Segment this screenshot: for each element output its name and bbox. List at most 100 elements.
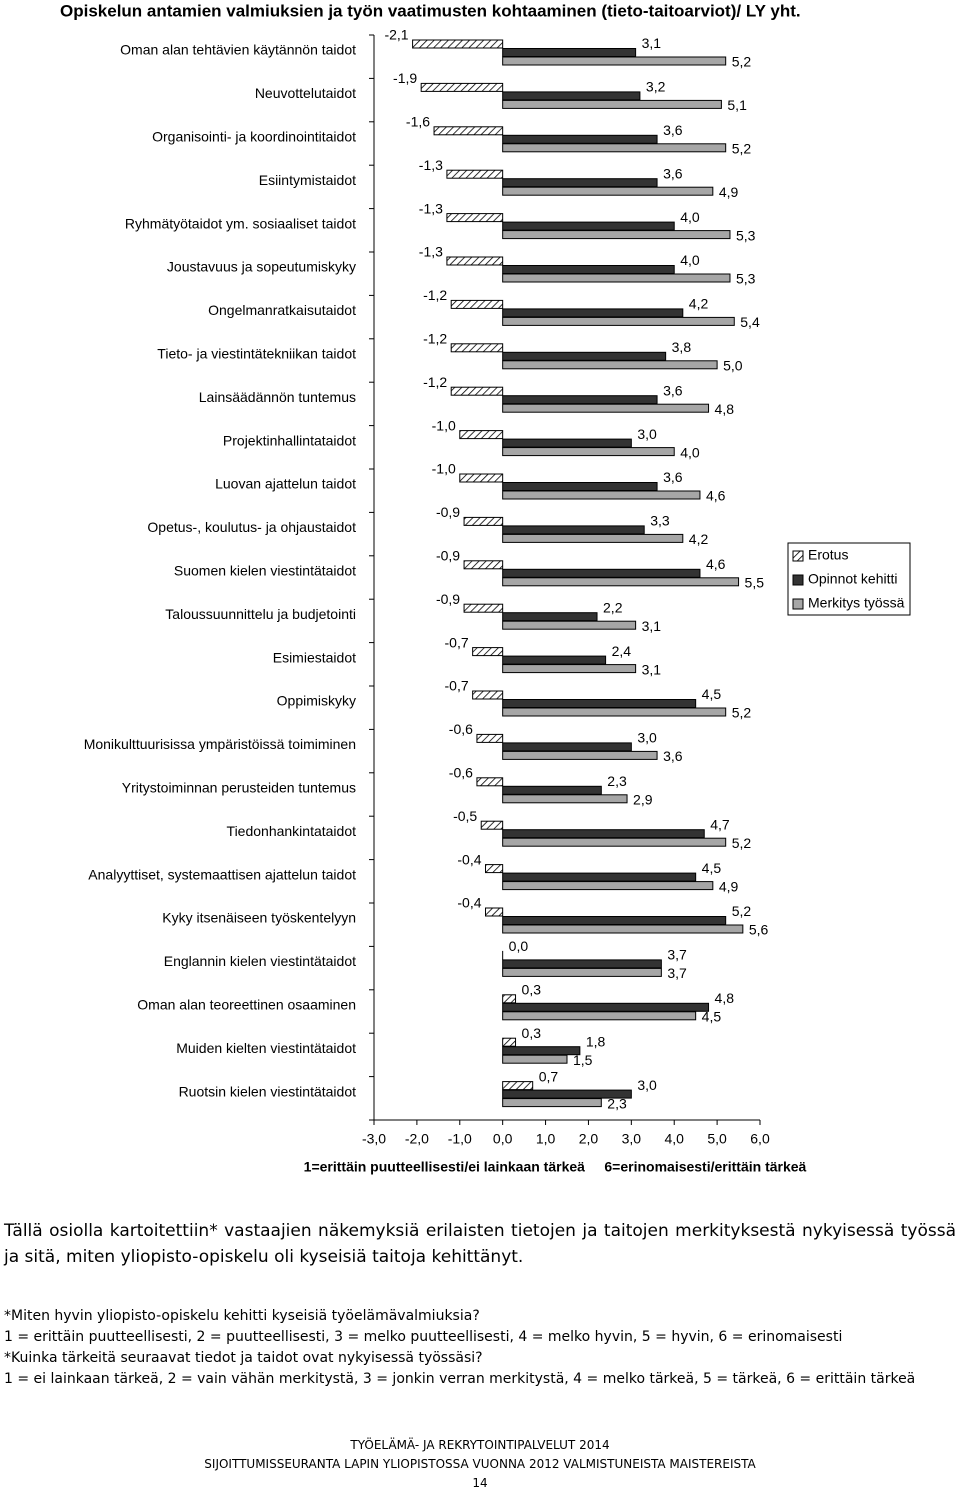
value-label: -1,0 — [432, 417, 456, 433]
value-label: -1,3 — [419, 157, 443, 173]
y-tick-label: Projektinhallintataidot — [223, 432, 356, 448]
y-tick-label: Joustavuus ja sopeutumiskyky — [167, 259, 356, 275]
bar — [503, 882, 713, 890]
x-tick-label: 3,0 — [622, 1131, 642, 1147]
value-label: 3,8 — [672, 339, 692, 355]
bar — [413, 40, 503, 48]
bar — [447, 214, 503, 222]
chart: Opiskelun antamien valmiuksien ja työn v… — [0, 0, 960, 1200]
bar — [503, 925, 743, 933]
value-label: 4,5 — [702, 686, 722, 702]
value-label: 4,0 — [680, 444, 700, 460]
y-tick-label: Englannin kielen viestintätaidot — [164, 953, 356, 969]
bar — [477, 734, 503, 742]
bar — [447, 257, 503, 265]
bar — [464, 604, 503, 612]
y-tick-label: Taloussuunnittelu ja budjetointi — [165, 606, 356, 622]
y-tick-label: Muiden kielten viestintätaidot — [176, 1040, 356, 1056]
bar — [451, 344, 502, 352]
bar — [503, 968, 662, 976]
value-label: 3,2 — [646, 79, 666, 95]
value-label: 0,3 — [522, 982, 542, 998]
bar — [460, 431, 503, 439]
bar — [503, 274, 730, 282]
value-label: 3,3 — [650, 513, 670, 529]
value-label: -1,0 — [432, 461, 456, 477]
x-tick-label: 0,0 — [493, 1131, 513, 1147]
bar — [503, 135, 657, 143]
bar — [503, 708, 726, 716]
value-label: 0,0 — [509, 938, 529, 954]
y-tick-label: Oman alan teoreettinen osaaminen — [137, 997, 356, 1013]
x-tick-label: -3,0 — [362, 1131, 386, 1147]
bar — [421, 83, 502, 91]
value-label: 5,2 — [732, 141, 752, 157]
bar — [477, 778, 503, 786]
bar — [503, 1055, 567, 1063]
chart-title: Opiskelun antamien valmiuksien ja työn v… — [60, 1, 801, 20]
bar — [503, 751, 657, 759]
value-label: -2,1 — [384, 27, 408, 43]
bar — [503, 838, 726, 846]
footer-line: TYÖELÄMÄ- JA REKRYTOINTIPALVELUT 2014 — [0, 1436, 960, 1455]
value-label: 4,9 — [719, 184, 739, 200]
y-tick-label: Ruotsin kielen viestintätaidot — [179, 1083, 357, 1099]
bar — [503, 352, 666, 360]
value-label: -0,6 — [449, 721, 473, 737]
x-tick-label: -2,0 — [405, 1131, 429, 1147]
x-tick-label: 4,0 — [664, 1131, 684, 1147]
bar — [464, 561, 503, 569]
bar — [503, 621, 636, 629]
legend-label: Opinnot kehitti — [808, 571, 898, 587]
notes: *Miten hyvin yliopisto-opiskelu kehitti … — [4, 1306, 956, 1390]
value-label: 4,7 — [710, 816, 730, 832]
value-label: 3,6 — [663, 469, 683, 485]
value-label: 4,5 — [702, 860, 722, 876]
value-label: 4,5 — [702, 1009, 722, 1025]
value-label: -1,9 — [393, 70, 417, 86]
bar — [503, 1012, 696, 1020]
bar — [503, 1047, 580, 1055]
bar — [503, 222, 675, 230]
bar — [503, 569, 700, 577]
y-tick-label: Esiintymistaidot — [259, 172, 356, 188]
value-label: 4,6 — [706, 556, 726, 572]
value-label: 4,8 — [715, 401, 735, 417]
bar — [503, 743, 632, 751]
bar — [503, 613, 597, 621]
x-tick-label: -1,0 — [448, 1131, 472, 1147]
value-label: 2,3 — [607, 773, 627, 789]
bar — [503, 439, 632, 447]
bar — [503, 665, 636, 673]
bar — [503, 309, 683, 317]
paragraph: Tällä osiolla kartoitettiin* vastaajien … — [4, 1218, 956, 1270]
legend-swatch — [793, 599, 803, 609]
value-label: 3,0 — [637, 730, 657, 746]
note: *Miten hyvin yliopisto-opiskelu kehitti … — [4, 1306, 956, 1327]
page-number: 14 — [0, 1474, 960, 1493]
bar — [486, 908, 503, 916]
value-label: -1,2 — [423, 331, 447, 347]
y-tick-label: Neuvottelutaidot — [255, 85, 356, 101]
legend-swatch — [793, 551, 803, 561]
note: *Kuinka tärkeitä seuraavat tiedot ja tai… — [4, 1348, 956, 1369]
note: 1 = ei lainkaan tärkeä, 2 = vain vähän m… — [4, 1369, 956, 1390]
bar — [503, 1038, 516, 1046]
footer: TYÖELÄMÄ- JA REKRYTOINTIPALVELUT 2014 SI… — [0, 1436, 960, 1493]
y-tick-label: Monikulttuurisissa ympäristöissä toimimi… — [84, 736, 356, 752]
value-label: 4,9 — [719, 878, 739, 894]
bar — [503, 179, 657, 187]
value-label: 1,8 — [586, 1033, 606, 1049]
bar — [503, 526, 645, 534]
x-axis-title: 1=erittäin puutteellisesti/ei lainkaan t… — [304, 1159, 807, 1175]
bar — [503, 795, 627, 803]
bar — [447, 170, 503, 178]
bar — [460, 474, 503, 482]
bar — [503, 873, 696, 881]
bar — [503, 578, 739, 586]
bar — [503, 1099, 602, 1107]
value-label: -1,2 — [423, 287, 447, 303]
value-label: -0,7 — [445, 634, 469, 650]
y-tick-label: Tiedonhankintataidot — [227, 823, 357, 839]
value-label: 3,1 — [642, 661, 662, 677]
